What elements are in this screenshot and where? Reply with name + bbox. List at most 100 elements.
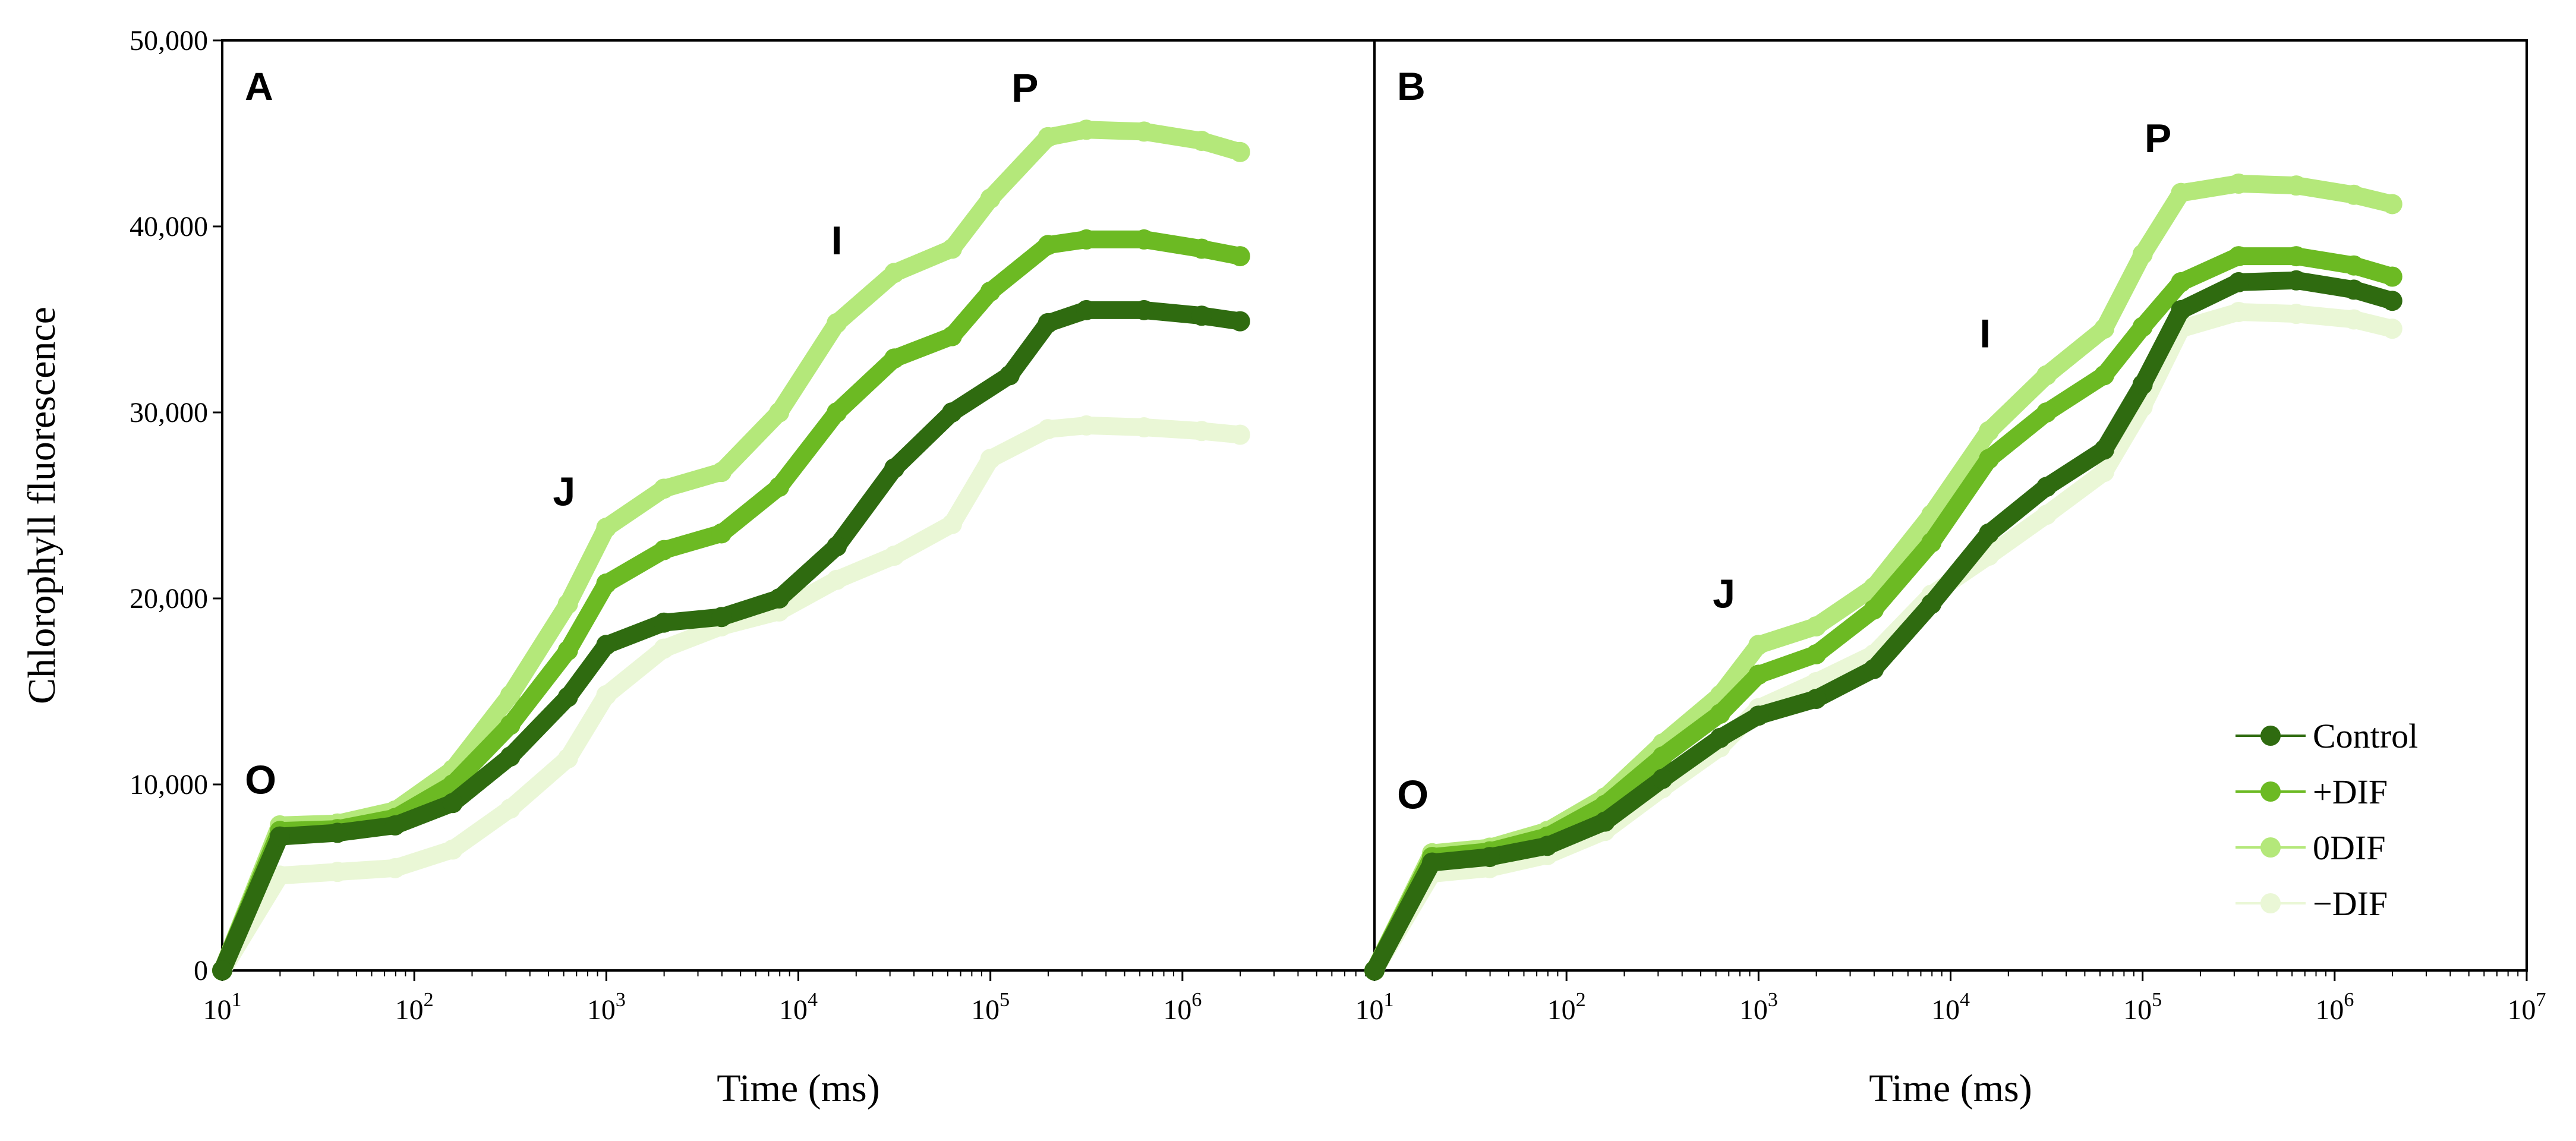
data-point bbox=[2132, 317, 2153, 338]
legend-label: −DIF bbox=[2313, 884, 2388, 923]
data-point bbox=[2382, 194, 2402, 215]
data-point bbox=[557, 748, 578, 769]
data-point bbox=[500, 685, 521, 705]
series-line bbox=[1366, 271, 2401, 979]
data-point bbox=[1191, 305, 1212, 326]
series-DIF-plus bbox=[1364, 246, 2402, 981]
data-point bbox=[2382, 319, 2402, 339]
data-point bbox=[1421, 852, 1442, 873]
x-tick-label: 102 bbox=[395, 989, 434, 1026]
panel-b: 101 102 103 104 105 106 107 Time (ms) B O J I P bbox=[1355, 39, 2546, 1110]
data-point bbox=[1537, 836, 1557, 856]
data-point bbox=[442, 793, 463, 814]
series-0DIF-x bbox=[212, 119, 1250, 981]
panel-label: B bbox=[1397, 64, 1426, 108]
legend: Control +DIF 0DIF −DIF bbox=[2236, 717, 2418, 923]
data-point bbox=[2344, 255, 2364, 276]
data-point bbox=[2228, 246, 2249, 267]
phase-label-o: O bbox=[245, 758, 276, 803]
data-point bbox=[1134, 300, 1155, 320]
series-line bbox=[1366, 303, 2401, 979]
data-point bbox=[2094, 319, 2115, 339]
data-point bbox=[1748, 705, 1769, 726]
data-point bbox=[1134, 121, 1155, 142]
data-point bbox=[1038, 313, 1058, 333]
data-point bbox=[1038, 419, 1058, 440]
data-point bbox=[596, 573, 617, 594]
data-point bbox=[980, 281, 1001, 302]
data-point bbox=[884, 546, 905, 566]
data-point bbox=[827, 569, 847, 590]
data-point bbox=[2094, 365, 2115, 386]
legend-marker bbox=[2260, 781, 2281, 802]
data-point bbox=[1229, 141, 1250, 162]
series-Control-x bbox=[1364, 270, 2402, 981]
data-point bbox=[327, 822, 348, 843]
data-point bbox=[1652, 746, 1673, 767]
data-point bbox=[769, 588, 790, 609]
data-point bbox=[1806, 689, 1827, 710]
data-point bbox=[827, 402, 847, 423]
y-tick-label: 10,000 bbox=[130, 769, 208, 800]
data-point bbox=[827, 536, 847, 557]
data-point bbox=[557, 686, 578, 707]
data-point bbox=[500, 746, 521, 767]
series-line bbox=[1366, 247, 2401, 979]
data-point bbox=[212, 960, 232, 981]
data-point bbox=[942, 326, 963, 346]
data-point bbox=[999, 365, 1020, 386]
data-point bbox=[2344, 309, 2364, 330]
data-point bbox=[980, 188, 1001, 209]
data-point bbox=[2171, 300, 2192, 320]
data-point bbox=[2286, 175, 2307, 196]
data-point bbox=[2132, 374, 2153, 395]
data-point bbox=[2171, 272, 2192, 292]
data-point bbox=[1748, 664, 1769, 685]
data-point bbox=[942, 402, 963, 423]
data-point bbox=[654, 612, 674, 633]
data-point bbox=[942, 513, 963, 534]
legend-label: +DIF bbox=[2313, 773, 2388, 811]
data-point bbox=[1038, 235, 1058, 256]
data-point bbox=[1134, 417, 1155, 438]
data-point bbox=[942, 238, 963, 259]
data-point bbox=[654, 540, 674, 560]
data-point bbox=[884, 263, 905, 283]
legend-marker bbox=[2260, 837, 2281, 858]
data-point bbox=[2132, 244, 2153, 264]
data-point bbox=[711, 523, 732, 544]
x-tick-label: 101 bbox=[203, 989, 242, 1026]
data-point bbox=[1076, 415, 1097, 436]
data-point bbox=[1364, 960, 1385, 981]
data-point bbox=[2344, 184, 2364, 205]
data-point bbox=[1076, 119, 1097, 140]
data-point bbox=[654, 478, 674, 499]
data-point bbox=[1229, 424, 1250, 445]
legend-label: Control bbox=[2313, 717, 2418, 755]
data-point bbox=[884, 348, 905, 369]
data-point bbox=[654, 638, 674, 659]
data-point bbox=[769, 402, 790, 423]
phase-label-i: I bbox=[1979, 311, 1991, 356]
x-tick-label: 105 bbox=[971, 989, 1010, 1026]
phase-label-o: O bbox=[1397, 773, 1429, 818]
x-axis-title: Time (ms) bbox=[717, 1067, 879, 1110]
data-point bbox=[1229, 246, 1250, 267]
data-point bbox=[1864, 658, 1884, 679]
data-point bbox=[827, 313, 847, 333]
data-point bbox=[1921, 594, 1942, 614]
x-tick-label: 104 bbox=[1931, 989, 1970, 1026]
series-Control-x bbox=[212, 300, 1250, 981]
data-point bbox=[1979, 523, 2000, 544]
data-point bbox=[384, 815, 405, 836]
x-tick-label: 106 bbox=[2315, 989, 2354, 1026]
data-point bbox=[2228, 301, 2249, 322]
data-point bbox=[596, 685, 617, 705]
data-point bbox=[1076, 229, 1097, 250]
series-DIF-minus bbox=[1364, 301, 2402, 981]
data-point bbox=[1710, 704, 1730, 724]
x-tick-label: 105 bbox=[2123, 989, 2162, 1026]
y-axis-title: Chlorophyll fluorescence bbox=[20, 307, 64, 704]
data-point bbox=[1921, 532, 1942, 553]
